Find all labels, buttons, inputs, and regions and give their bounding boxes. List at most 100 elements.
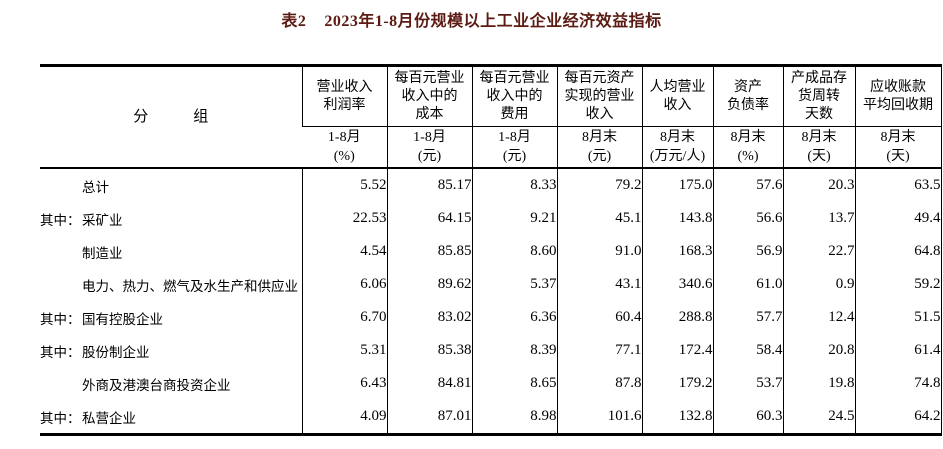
value-cell: 168.3 (641, 235, 713, 268)
value-cell: 89.62 (386, 268, 472, 301)
column-period: 8月末 (880, 130, 916, 145)
row-label-prefix: 其中： (40, 311, 81, 327)
column-unit: (元) (417, 149, 442, 164)
value-cell: 5.52 (301, 168, 387, 202)
column-unit: (万元/人) (649, 149, 706, 164)
value-cell: 53.7 (712, 367, 783, 400)
header-row-titles: 分 组 营业收入 利润率 每百元营业 收入中的 成本 每百元营业 收入中的 费用… (40, 65, 942, 169)
row-label: 制造业 (82, 245, 123, 261)
value-cell: 340.6 (641, 268, 713, 301)
column-unit: (%) (737, 149, 759, 164)
value-cell: 6.70 (301, 301, 387, 334)
column-header-profit-rate: 营业收入 利润率 (301, 65, 387, 127)
column-header-receivables-collection-period: 应收账款 平均回收期 (854, 65, 942, 127)
value-cell: 13.7 (782, 202, 855, 235)
table-number-label: 表2 (281, 13, 307, 30)
value-cell: 60.3 (712, 400, 783, 435)
value-cell: 64.8 (854, 235, 942, 268)
row-label-cell: 其中： 股份制企业 (40, 334, 302, 367)
value-cell: 77.1 (556, 334, 642, 367)
value-cell: 9.21 (471, 202, 557, 235)
column-period: 8月末 (730, 130, 766, 145)
value-cell: 59.2 (854, 268, 942, 301)
column-unit: (天) (807, 149, 831, 164)
value-cell: 43.1 (556, 268, 642, 301)
value-cell: 6.43 (301, 367, 387, 400)
value-cell: 175.0 (641, 168, 713, 202)
value-cell: 58.4 (712, 334, 783, 367)
value-cell: 87.01 (386, 400, 472, 435)
value-cell: 5.31 (301, 334, 387, 367)
economic-indicators-table: 分 组 营业收入 利润率 每百元营业 收入中的 成本 每百元营业 收入中的 费用… (40, 64, 942, 436)
value-cell: 8.60 (471, 235, 557, 268)
column-period: 8月末 (660, 130, 695, 145)
value-cell: 61.4 (854, 334, 942, 367)
value-cell: 87.8 (556, 367, 642, 400)
value-cell: 22.7 (782, 235, 855, 268)
value-cell: 85.38 (386, 334, 472, 367)
value-cell: 85.85 (386, 235, 472, 268)
value-cell: 288.8 (641, 301, 713, 334)
value-cell: 5.37 (471, 268, 557, 301)
value-cell: 83.02 (386, 301, 472, 334)
value-cell: 101.6 (556, 400, 642, 435)
row-label-prefix: 其中： (40, 212, 81, 228)
value-cell: 19.8 (782, 367, 855, 400)
value-cell: 6.36 (471, 301, 557, 334)
value-cell: 0.9 (782, 268, 855, 301)
value-cell: 61.0 (712, 268, 783, 301)
table-row-private: 其中： 私营企业 4.09 87.01 8.98 101.6 132.8 60.3… (40, 400, 942, 435)
column-subheader: 8月末 (天) (782, 126, 855, 169)
table-row-manufacturing: 制造业 4.54 85.85 8.60 91.0 168.3 56.9 22.7… (40, 235, 942, 268)
value-cell: 45.1 (556, 202, 642, 235)
value-cell: 56.9 (712, 235, 783, 268)
column-header-asset-liability-ratio: 资产 负债率 (712, 65, 783, 127)
table-row-shareholding: 其中： 股份制企业 5.31 85.38 8.39 77.1 172.4 58.4… (40, 334, 942, 367)
column-header-expense-per-100: 每百元营业 收入中的 费用 (471, 65, 557, 127)
row-label: 国有控股企业 (82, 311, 163, 327)
value-cell: 57.7 (712, 301, 783, 334)
value-cell: 12.4 (782, 301, 855, 334)
value-cell: 20.3 (782, 168, 855, 202)
value-cell: 60.4 (556, 301, 642, 334)
column-header-cost-per-100: 每百元营业 收入中的 成本 (386, 65, 472, 127)
table-row-mining: 其中： 采矿业 22.53 64.15 9.21 45.1 143.8 56.6 … (40, 202, 942, 235)
column-unit: (天) (886, 149, 910, 164)
column-subheader: 8月末 (天) (854, 126, 942, 169)
row-label-cell: 其中： 国有控股企业 (40, 301, 302, 334)
value-cell: 74.8 (854, 367, 942, 400)
row-label-cell: 外商及港澳台商投资企业 (40, 367, 302, 400)
column-subheader: 1-8月 (元) (386, 126, 472, 169)
value-cell: 172.4 (641, 334, 713, 367)
row-label: 采矿业 (82, 212, 123, 228)
value-cell: 64.15 (386, 202, 472, 235)
value-cell: 179.2 (641, 367, 713, 400)
value-cell: 79.2 (556, 168, 642, 202)
column-period: 8月末 (801, 130, 837, 145)
value-cell: 24.5 (782, 400, 855, 435)
column-subheader: 8月末 (万元/人) (641, 126, 713, 169)
value-cell: 132.8 (641, 400, 713, 435)
row-label-cell: 总计 (40, 168, 302, 202)
column-header-group: 分 组 (40, 65, 302, 169)
column-subheader: 8月末 (%) (712, 126, 783, 169)
value-cell: 6.06 (301, 268, 387, 301)
row-label-cell: 制造业 (40, 235, 302, 268)
column-period: 1-8月 (327, 130, 361, 145)
table-container: 分 组 营业收入 利润率 每百元营业 收入中的 成本 每百元营业 收入中的 费用… (40, 64, 942, 436)
value-cell: 57.6 (712, 168, 783, 202)
row-label-prefix: 其中： (40, 410, 81, 426)
value-cell: 63.5 (854, 168, 942, 202)
column-subheader: 1-8月 (%) (302, 126, 387, 169)
column-period: 1-8月 (413, 130, 446, 145)
value-cell: 91.0 (556, 235, 642, 268)
table-row-total: 总计 5.52 85.17 8.33 79.2 175.0 57.6 20.3 … (40, 168, 942, 202)
row-label-prefix: 其中： (40, 344, 81, 360)
row-label: 电力、热力、燃气及水生产和供应业 (82, 278, 298, 294)
row-label-cell: 其中： 私营企业 (40, 400, 302, 435)
column-unit: (元) (502, 149, 527, 164)
value-cell: 51.5 (854, 301, 942, 334)
value-cell: 8.98 (471, 400, 557, 435)
column-subheader: 8月末 (元) (556, 126, 642, 169)
column-subheader: 1-8月 (元) (471, 126, 557, 169)
